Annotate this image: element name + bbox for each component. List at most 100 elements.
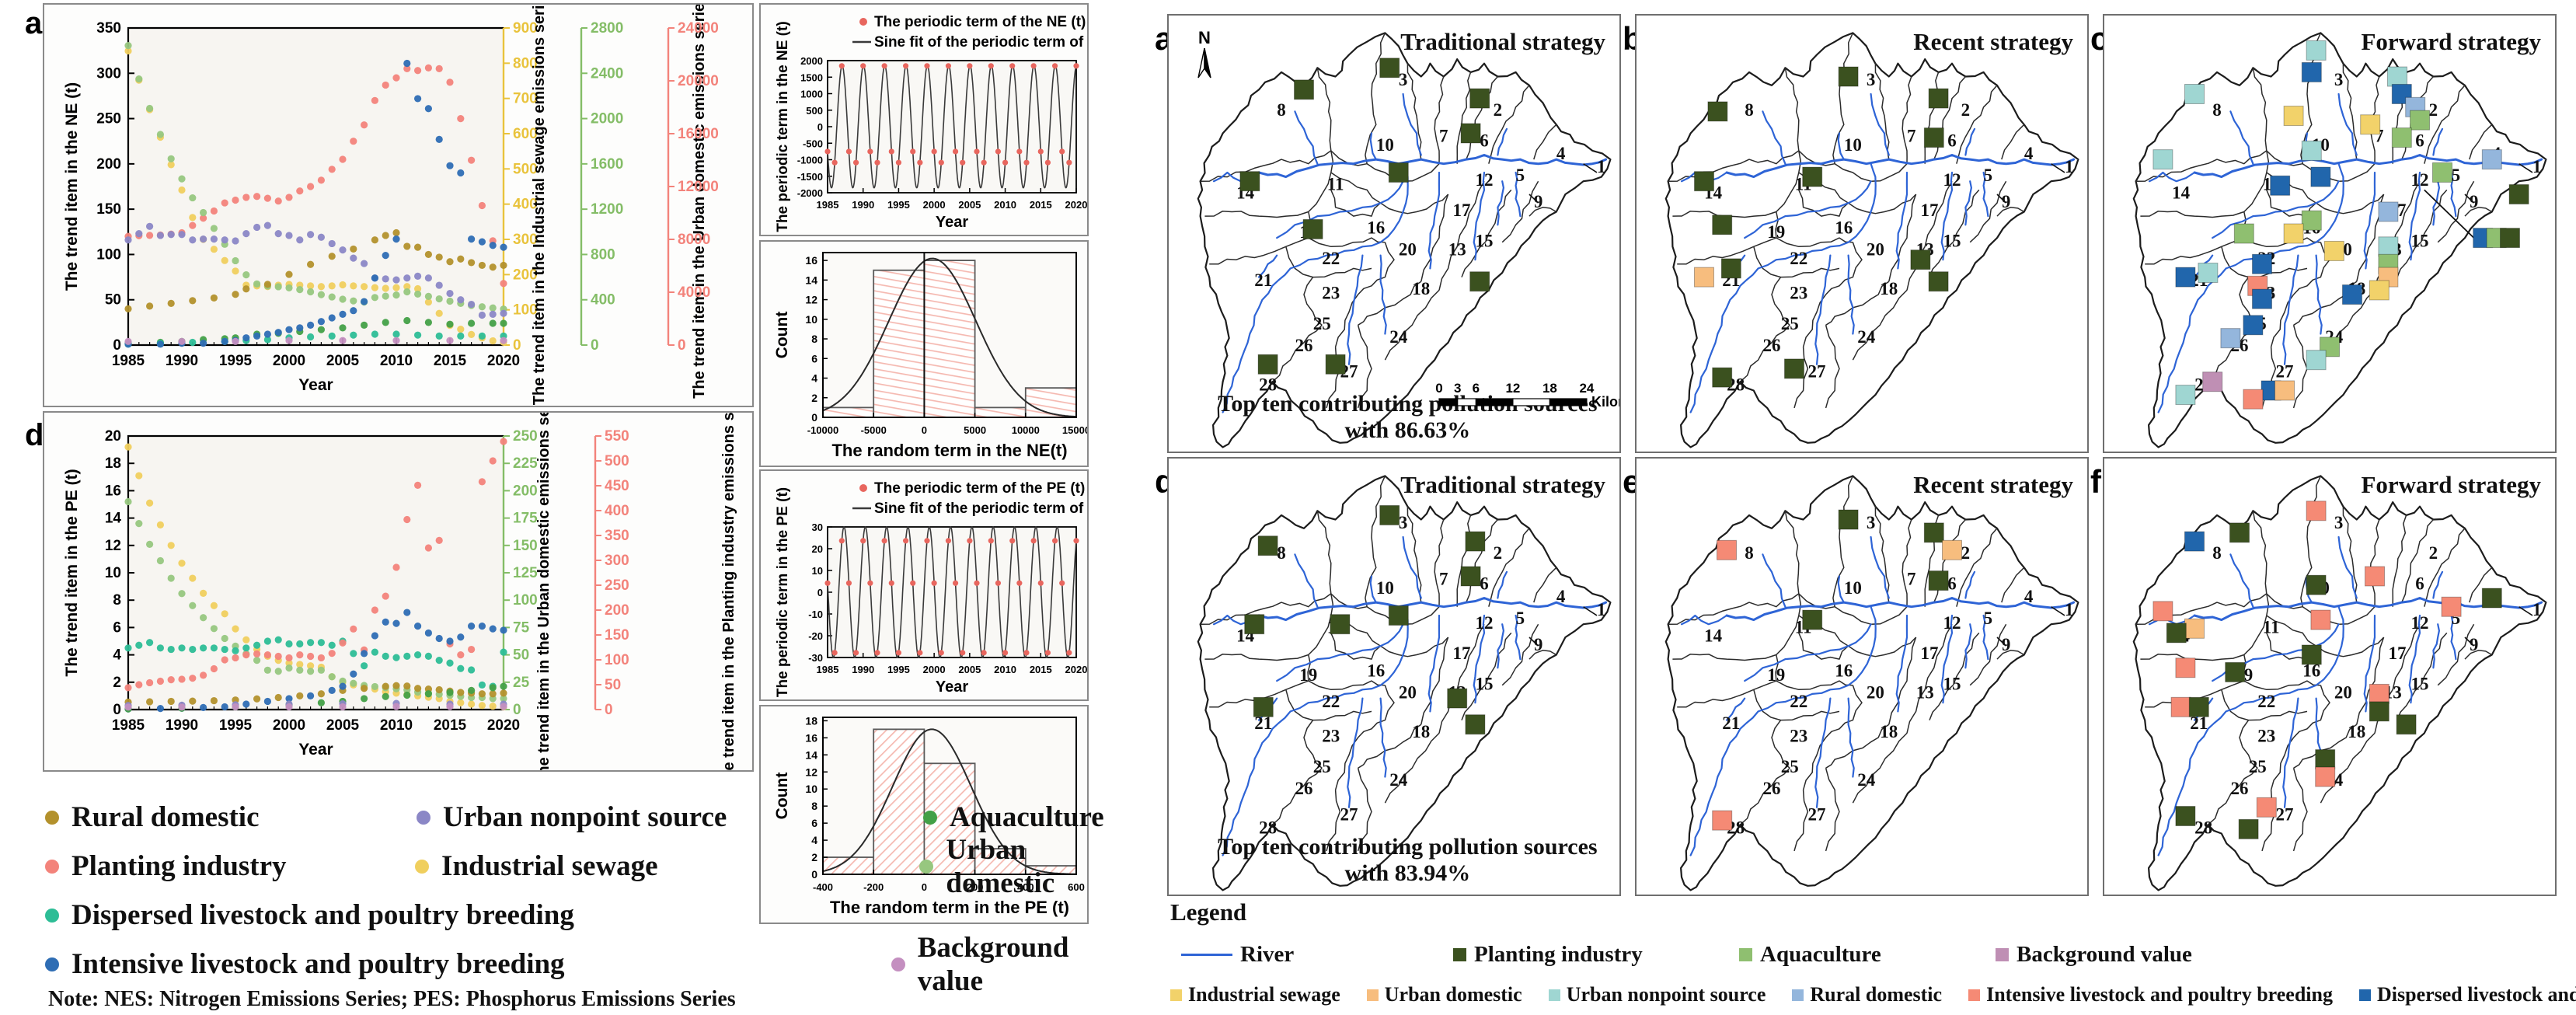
svg-text:2010: 2010	[994, 664, 1016, 675]
svg-text:2000: 2000	[800, 55, 823, 67]
svg-text:1200: 1200	[591, 201, 623, 218]
svg-text:Count: Count	[773, 312, 791, 359]
svg-text:250: 250	[96, 111, 121, 127]
urban-domestic-swatch-icon	[1366, 989, 1379, 1001]
svg-text:400: 400	[1017, 881, 1034, 893]
svg-text:20000: 20000	[678, 73, 719, 89]
svg-text:25: 25	[513, 675, 530, 691]
legend-item-urban-domestic: Urban domestic	[919, 833, 1141, 900]
svg-text:24: 24	[1389, 327, 1408, 347]
svg-text:200: 200	[96, 156, 121, 173]
industrial-swatch-icon	[1170, 989, 1182, 1001]
svg-text:with 83.94%: with 83.94%	[1345, 860, 1471, 886]
map-legend-row-1: River Planting industry Aquaculture Back…	[1170, 934, 2574, 975]
rural-domestic-dot-icon	[45, 810, 59, 825]
svg-text:14: 14	[2172, 183, 2191, 203]
svg-text:15: 15	[1943, 231, 1961, 250]
svg-text:10: 10	[105, 565, 121, 581]
svg-text:22: 22	[1322, 692, 1340, 711]
svg-text:The periodic term of the NE (t: The periodic term of the NE (t)	[874, 14, 1086, 30]
legend-item-intensive: Intensive livestock and poultry breeding	[1968, 983, 2333, 1006]
svg-text:300: 300	[96, 65, 121, 82]
dispersed-swatch-icon	[2358, 989, 2371, 1001]
svg-text:0: 0	[113, 702, 121, 718]
svg-text:23: 23	[1322, 284, 1340, 303]
svg-text:17: 17	[1453, 201, 1471, 220]
svg-text:16: 16	[105, 483, 121, 499]
svg-text:1600: 1600	[591, 156, 623, 173]
svg-text:The trend item in the Urban do: The trend item in the Urban domestic emi…	[691, 5, 708, 399]
svg-text:2005: 2005	[326, 717, 360, 734]
panel-letter-a: a	[25, 6, 43, 40]
svg-text:1: 1	[1597, 600, 1606, 619]
svg-text:6: 6	[1480, 131, 1489, 150]
svg-text:24: 24	[1579, 381, 1594, 396]
svg-text:27: 27	[2276, 362, 2294, 382]
svg-text:4000: 4000	[678, 284, 710, 301]
svg-text:12: 12	[805, 766, 817, 778]
svg-text:150: 150	[605, 627, 629, 644]
svg-text:-10000: -10000	[807, 424, 838, 436]
svg-text:10: 10	[1376, 135, 1394, 155]
svg-text:23: 23	[1322, 727, 1340, 746]
svg-text:6: 6	[811, 817, 817, 829]
dispersed-livestock-dot-icon	[45, 908, 59, 923]
svg-text:6: 6	[1473, 381, 1480, 396]
svg-text:0: 0	[678, 337, 686, 354]
svg-text:5: 5	[2452, 609, 2461, 628]
svg-text:Year: Year	[936, 214, 968, 231]
map-legend: Legend River Planting industry Aquacultu…	[1170, 898, 2576, 1015]
svg-text:10000: 10000	[1012, 424, 1040, 436]
svg-text:8: 8	[1277, 100, 1286, 120]
svg-text:500: 500	[806, 105, 823, 117]
svg-text:17: 17	[2389, 644, 2407, 663]
svg-text:800: 800	[591, 246, 615, 263]
svg-text:600: 600	[513, 126, 538, 142]
svg-text:3: 3	[1454, 381, 1461, 396]
svg-text:400: 400	[605, 503, 629, 519]
svg-text:17: 17	[1921, 201, 1939, 220]
svg-text:100: 100	[513, 302, 538, 319]
svg-text:24: 24	[1389, 770, 1408, 790]
legend-item-industrial: Industrial sewage	[1170, 983, 1340, 1006]
svg-text:4: 4	[113, 647, 121, 664]
intensive-swatch-icon	[1968, 989, 1981, 1001]
svg-text:Recent strategy: Recent strategy	[1913, 28, 2073, 55]
svg-text:19: 19	[1767, 222, 1785, 242]
svg-text:500: 500	[605, 453, 629, 469]
svg-text:27: 27	[2276, 805, 2294, 825]
svg-text:27: 27	[1808, 362, 1826, 382]
svg-text:0: 0	[1435, 381, 1442, 396]
svg-text:350: 350	[605, 528, 629, 544]
svg-text:-10: -10	[808, 609, 823, 620]
background-value-dot-icon	[891, 957, 905, 971]
svg-text:21: 21	[2190, 713, 2208, 733]
svg-text:25: 25	[1313, 757, 1331, 776]
svg-text:500: 500	[513, 161, 538, 177]
svg-text:100: 100	[605, 652, 629, 668]
svg-text:8: 8	[811, 333, 817, 345]
urban-nonpoint-dot-icon	[417, 810, 430, 825]
svg-text:700: 700	[513, 91, 538, 107]
industrial-sewage-dot-icon	[415, 859, 430, 874]
svg-text:13: 13	[1916, 683, 1934, 703]
legend-item-urban-nonpoint: Urban nonpoint source	[417, 800, 923, 834]
svg-text:22: 22	[1790, 692, 1807, 711]
svg-text:11: 11	[1327, 174, 1344, 194]
svg-text:Traditional strategy: Traditional strategy	[1400, 471, 1605, 498]
svg-text:The trend item in the PE (t): The trend item in the PE (t)	[63, 469, 81, 676]
svg-text:10: 10	[1844, 135, 1862, 155]
svg-text:26: 26	[2231, 779, 2249, 798]
svg-text:Year: Year	[298, 376, 333, 394]
svg-text:2: 2	[811, 851, 817, 863]
urban-nonpoint-swatch-icon	[1548, 989, 1560, 1001]
svg-text:23: 23	[1790, 727, 1807, 746]
svg-text:30: 30	[812, 521, 823, 533]
svg-text:2005: 2005	[958, 664, 981, 675]
map-letter-f: f	[2090, 463, 2101, 500]
svg-text:28: 28	[1259, 818, 1277, 837]
svg-text:0: 0	[513, 702, 521, 718]
svg-text:1: 1	[2532, 157, 2542, 176]
svg-text:26: 26	[1295, 779, 1313, 798]
svg-text:4: 4	[811, 372, 817, 385]
